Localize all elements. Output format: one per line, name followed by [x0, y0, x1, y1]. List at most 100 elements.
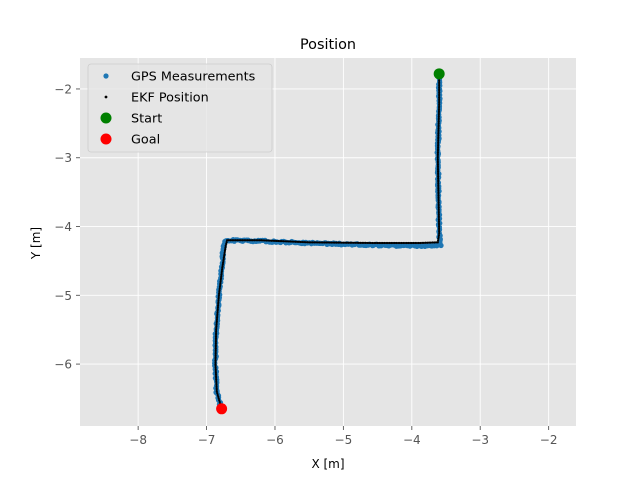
ekf-point	[223, 253, 226, 256]
ekf-point	[438, 91, 441, 94]
ekf-point	[249, 239, 253, 242]
ekf-point	[215, 390, 218, 393]
ekf-point	[362, 241, 366, 244]
ekf-point	[214, 352, 217, 355]
ekf-point	[436, 160, 439, 163]
ekf-point	[436, 146, 440, 149]
ekf-point	[214, 366, 217, 369]
ekf-point	[383, 241, 386, 245]
ekf-point	[340, 241, 343, 244]
ekf-point	[318, 241, 321, 244]
ekf-point	[215, 330, 218, 333]
ekf-point	[437, 208, 440, 211]
ekf-point	[214, 338, 218, 342]
ekf-point	[218, 400, 221, 404]
ekf-point	[437, 220, 441, 223]
ekf-point	[349, 241, 352, 244]
ekf-point	[361, 241, 364, 244]
ekf-point	[436, 156, 439, 159]
ekf-point	[253, 239, 256, 242]
y-axis-label: Y [m]	[29, 227, 43, 260]
y-tick-label: −4	[54, 220, 72, 234]
ekf-point	[214, 332, 218, 335]
ekf-point	[243, 239, 246, 242]
ekf-point	[214, 342, 217, 345]
ekf-point	[215, 323, 218, 326]
ekf-point	[438, 101, 441, 104]
ekf-point	[437, 203, 440, 206]
legend-label-gps: GPS Measurements	[131, 70, 256, 85]
ekf-point	[437, 225, 441, 228]
ekf-point	[285, 240, 289, 243]
ekf-point	[437, 115, 440, 118]
ekf-point	[236, 239, 239, 242]
ekf-point	[220, 270, 223, 273]
ekf-point	[438, 94, 441, 98]
ekf-point	[221, 261, 225, 264]
ekf-point	[222, 258, 225, 261]
ekf-point	[214, 368, 217, 371]
ekf-point	[321, 241, 324, 244]
ekf-point	[409, 241, 412, 245]
ekf-point	[397, 241, 400, 245]
ekf-point	[217, 292, 221, 295]
ekf-point	[314, 241, 318, 244]
ekf-point	[251, 239, 254, 242]
ekf-point	[437, 218, 441, 221]
ekf-point	[261, 239, 265, 242]
ekf-point	[309, 241, 312, 244]
ekf-point	[347, 241, 350, 244]
ekf-point	[215, 388, 218, 391]
ekf-point	[290, 240, 294, 243]
ekf-point	[216, 311, 219, 314]
ekf-point	[215, 326, 218, 330]
ekf-point	[292, 240, 295, 243]
ekf-point	[438, 81, 441, 84]
ekf-point	[437, 235, 440, 239]
ekf-point	[214, 369, 217, 373]
ekf-point	[267, 239, 270, 242]
x-tick-label: −7	[198, 433, 216, 447]
ekf-point	[256, 239, 259, 242]
ekf-point	[299, 240, 302, 244]
ekf-point	[219, 282, 222, 285]
ekf-point	[436, 170, 440, 173]
ekf-point	[215, 320, 218, 323]
ekf-point	[437, 197, 440, 201]
ekf-point	[326, 241, 330, 244]
ekf-point	[437, 122, 440, 125]
legend-box	[87, 63, 273, 153]
ekf-point	[219, 278, 222, 281]
ekf-point	[223, 249, 227, 252]
ekf-point	[437, 234, 440, 237]
ekf-point	[436, 148, 440, 151]
ekf-point	[306, 241, 309, 244]
ekf-point	[284, 240, 287, 243]
ekf-point	[395, 241, 398, 245]
ekf-point	[215, 383, 218, 386]
ekf-point	[436, 149, 440, 152]
ekf-point	[437, 192, 440, 195]
ekf-point	[344, 241, 347, 244]
x-axis-label: X [m]	[311, 457, 344, 471]
ekf-point	[438, 79, 441, 82]
start-marker	[433, 68, 445, 80]
legend-entry-gps: GPS Measurements	[103, 70, 256, 85]
ekf-point	[333, 241, 336, 244]
x-tick-label: −3	[471, 433, 489, 447]
ekf-point	[244, 239, 247, 242]
x-tick-label: −2	[540, 433, 558, 447]
ekf-point	[355, 241, 359, 244]
ekf-point	[214, 361, 217, 364]
ekf-point	[390, 241, 393, 245]
ekf-point	[437, 142, 440, 146]
chart-title: Position	[300, 37, 356, 53]
ekf-point	[216, 307, 219, 311]
ekf-point	[367, 241, 371, 245]
ekf-point	[216, 313, 219, 316]
ekf-point	[332, 241, 335, 244]
ekf-point	[437, 213, 440, 216]
ekf-point	[215, 321, 218, 324]
